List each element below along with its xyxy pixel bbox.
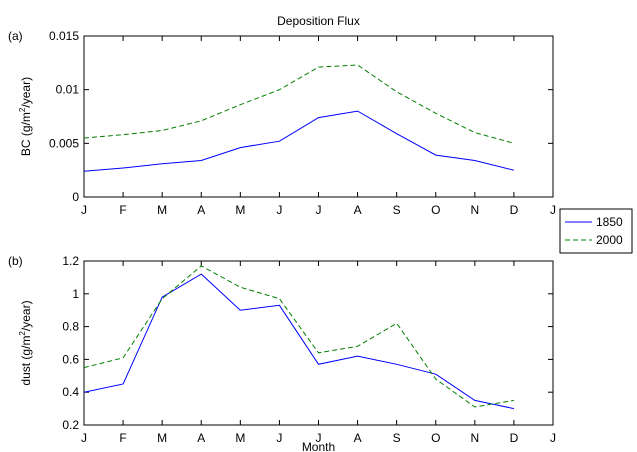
- x-tick-label: D: [510, 203, 519, 217]
- x-tick-label: F: [119, 431, 126, 445]
- y-tick-label: 1.2: [62, 254, 79, 268]
- legend-label-2000: 2000: [596, 233, 623, 247]
- x-tick-label: J: [276, 431, 282, 445]
- y-tick-label: 0.01: [56, 83, 80, 97]
- y-tick-label: 0.8: [62, 320, 79, 334]
- x-tick-label: A: [354, 203, 362, 217]
- legend-box: [559, 208, 633, 254]
- y-tick-label: 0.4: [62, 385, 79, 399]
- x-tick-label: J: [81, 203, 87, 217]
- panel-label: (b): [8, 254, 23, 268]
- y-axis-label: BC (g/m2/year): [18, 77, 33, 156]
- x-tick-label: J: [276, 203, 282, 217]
- figure-title: Deposition Flux: [277, 14, 360, 28]
- x-tick-label: A: [354, 431, 362, 445]
- y-tick-label: 0.015: [49, 29, 79, 43]
- y-axis-label: dust (g/m2/year): [18, 300, 33, 385]
- y-axis-label-sup: 2: [18, 331, 27, 336]
- series-line-2000: [83, 64, 515, 144]
- x-tick-label: M: [157, 203, 167, 217]
- x-tick-label: O: [431, 431, 440, 445]
- y-tick-label: 0.005: [49, 136, 79, 150]
- x-tick-label: D: [510, 431, 519, 445]
- axes-frame: [83, 35, 554, 198]
- x-tick-label: M: [235, 203, 245, 217]
- x-tick-label: J: [550, 203, 556, 217]
- series-line-1850: [83, 110, 515, 172]
- x-tick-label: J: [316, 203, 322, 217]
- x-tick-label: N: [470, 203, 479, 217]
- y-tick-label: 1: [72, 287, 79, 301]
- x-tick-label: S: [393, 431, 401, 445]
- y-axis-label-part: dust (g/m: [19, 336, 33, 386]
- y-axis-label-part: /year): [19, 77, 33, 108]
- x-tick-label: F: [119, 203, 126, 217]
- y-tick-label: 0.2: [62, 418, 79, 432]
- x-tick-label: J: [81, 431, 87, 445]
- series-line-1850: [83, 273, 515, 410]
- x-tick-label: O: [431, 203, 440, 217]
- legend-label-1850: 1850: [596, 215, 623, 229]
- x-tick-label: J: [550, 431, 556, 445]
- y-axis-label-sup: 2: [18, 107, 27, 112]
- x-tick-label: N: [470, 431, 479, 445]
- y-tick-label: 0: [72, 190, 79, 204]
- axes-frame: [83, 260, 554, 426]
- legend: 1850 2000: [559, 208, 633, 254]
- x-tick-label: M: [157, 431, 167, 445]
- x-tick-label: J: [316, 431, 322, 445]
- y-axis-label-part: /year): [19, 300, 33, 331]
- y-axis-label-part: BC (g/m: [19, 112, 33, 156]
- y-tick-label: 0.6: [62, 352, 79, 366]
- x-tick-label: A: [197, 431, 205, 445]
- x-tick-label: S: [393, 203, 401, 217]
- x-tick-label: A: [197, 203, 205, 217]
- x-tick-label: M: [235, 431, 245, 445]
- series-line-2000: [83, 265, 514, 408]
- x-axis-label: Month: [302, 440, 335, 452]
- panel-label: (a): [8, 29, 23, 43]
